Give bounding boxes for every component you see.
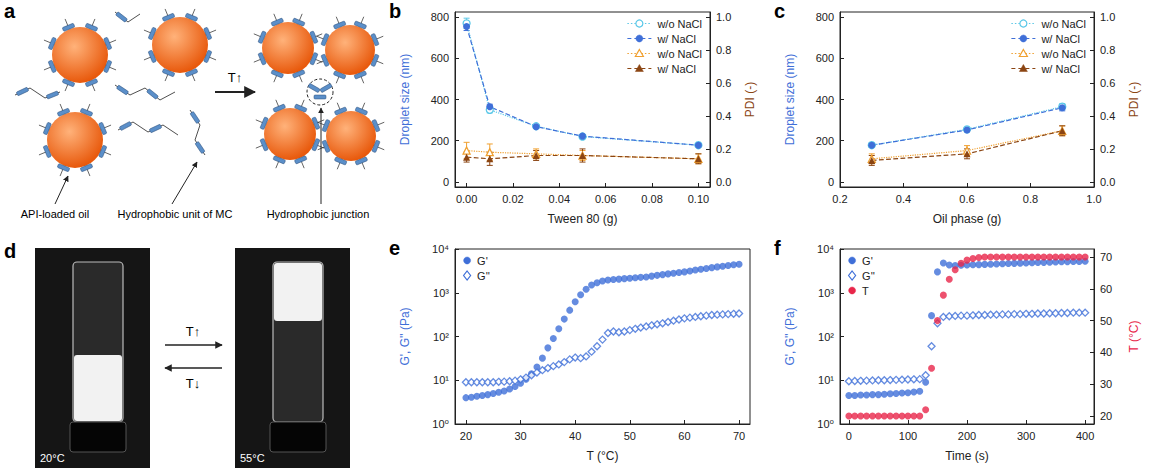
svg-text:55°C: 55°C (240, 452, 265, 464)
svg-text:0.6: 0.6 (716, 77, 731, 89)
svg-text:800: 800 (816, 11, 834, 23)
svg-text:70: 70 (1100, 251, 1112, 263)
svg-text:w/ NaCl: w/ NaCl (1040, 33, 1080, 45)
svg-text:0: 0 (443, 176, 449, 188)
svg-text:T (°C): T (°C) (587, 449, 619, 463)
svg-text:G', G'' (Pa): G', G'' (Pa) (783, 307, 797, 365)
svg-text:10⁰: 10⁰ (432, 418, 449, 430)
svg-text:w/o NaCl: w/o NaCl (1040, 18, 1086, 30)
svg-text:G'': G'' (862, 270, 875, 282)
svg-text:G'': G'' (477, 270, 490, 282)
svg-text:PDI (-): PDI (-) (743, 82, 757, 117)
svg-text:20°C: 20°C (40, 452, 65, 464)
svg-text:400: 400 (1076, 430, 1094, 442)
svg-text:0.2: 0.2 (716, 143, 731, 155)
svg-text:G': G' (477, 255, 488, 267)
svg-text:0.6: 0.6 (1100, 77, 1115, 89)
svg-text:0.4: 0.4 (896, 193, 911, 205)
svg-text:0.4: 0.4 (1100, 110, 1115, 122)
svg-text:Oil phase (g): Oil phase (g) (933, 212, 1002, 226)
svg-text:API-loaded oil: API-loaded oil (21, 208, 90, 220)
html-text:a: a (4, 0, 16, 22)
svg-text:T↓: T↓ (186, 376, 200, 391)
svg-text:Hydrophobic unit of MC: Hydrophobic unit of MC (118, 208, 233, 220)
svg-text:0.00: 0.00 (456, 193, 477, 205)
svg-text:10¹: 10¹ (433, 374, 449, 386)
svg-text:200: 200 (958, 430, 976, 442)
svg-text:PDI (-): PDI (-) (1127, 82, 1141, 117)
svg-text:20: 20 (1100, 410, 1112, 422)
svg-text:10⁴: 10⁴ (817, 243, 834, 255)
svg-text:Hydrophobic junction: Hydrophobic junction (267, 208, 370, 220)
svg-text:0: 0 (828, 176, 834, 188)
html-text:c: c (774, 0, 786, 22)
svg-text:1.0: 1.0 (716, 11, 731, 23)
svg-text:T (°C): T (°C) (1127, 321, 1141, 353)
html-text:e: e (389, 237, 401, 259)
svg-text:0: 0 (846, 430, 852, 442)
svg-text:600: 600 (431, 52, 449, 64)
svg-text:w/ NaCl: w/ NaCl (656, 33, 696, 45)
svg-text:10⁰: 10⁰ (817, 418, 834, 430)
svg-text:T: T (862, 285, 869, 297)
svg-text:30: 30 (1100, 378, 1112, 390)
svg-text:0.8: 0.8 (716, 44, 731, 56)
svg-text:0.4: 0.4 (716, 110, 731, 122)
svg-text:70: 70 (733, 430, 745, 442)
svg-text:10¹: 10¹ (818, 374, 834, 386)
svg-text:0.04: 0.04 (549, 193, 570, 205)
svg-text:T↑: T↑ (186, 324, 200, 339)
svg-text:Droplet size (nm): Droplet size (nm) (398, 54, 412, 145)
svg-text:0.8: 0.8 (1100, 44, 1115, 56)
svg-text:0.08: 0.08 (641, 193, 662, 205)
svg-text:G', G'' (Pa): G', G'' (Pa) (398, 307, 412, 365)
svg-text:10²: 10² (818, 331, 834, 343)
svg-text:40: 40 (569, 430, 581, 442)
svg-text:0.6: 0.6 (959, 193, 974, 205)
svg-text:T↑: T↑ (228, 70, 242, 85)
svg-text:w/o NaCl: w/o NaCl (656, 18, 702, 30)
html-text:d: d (4, 240, 17, 262)
svg-text:w/o NaCl: w/o NaCl (656, 48, 702, 60)
svg-text:600: 600 (816, 52, 834, 64)
svg-text:1.0: 1.0 (1086, 193, 1101, 205)
svg-text:40: 40 (1100, 346, 1112, 358)
svg-text:1.0: 1.0 (1100, 11, 1115, 23)
svg-text:0.0: 0.0 (716, 176, 731, 188)
html-text:b: b (389, 0, 402, 22)
svg-text:0.02: 0.02 (502, 193, 523, 205)
svg-text:0.2: 0.2 (832, 193, 847, 205)
svg-text:w/ NaCl: w/ NaCl (656, 63, 696, 75)
svg-text:50: 50 (624, 430, 636, 442)
svg-text:10⁴: 10⁴ (432, 243, 449, 255)
svg-text:w/o NaCl: w/o NaCl (1040, 48, 1086, 60)
svg-text:300: 300 (1017, 430, 1035, 442)
svg-text:10³: 10³ (818, 287, 834, 299)
svg-text:w/ NaCl: w/ NaCl (1040, 63, 1080, 75)
svg-text:400: 400 (431, 94, 449, 106)
svg-text:Tween 80 (g): Tween 80 (g) (547, 212, 617, 226)
svg-text:60: 60 (678, 430, 690, 442)
svg-text:100: 100 (899, 430, 917, 442)
svg-text:G': G' (862, 255, 873, 267)
svg-text:30: 30 (514, 430, 526, 442)
svg-text:Droplet size (nm): Droplet size (nm) (783, 54, 797, 145)
svg-text:0.10: 0.10 (688, 193, 709, 205)
svg-text:50: 50 (1100, 315, 1112, 327)
svg-text:10²: 10² (433, 331, 449, 343)
svg-text:60: 60 (1100, 283, 1112, 295)
svg-text:800: 800 (431, 11, 449, 23)
svg-text:10³: 10³ (433, 287, 449, 299)
svg-text:0.2: 0.2 (1100, 143, 1115, 155)
svg-text:20: 20 (460, 430, 472, 442)
svg-text:0.06: 0.06 (595, 193, 616, 205)
svg-text:200: 200 (816, 135, 834, 147)
svg-text:Time (s): Time (s) (945, 449, 989, 463)
svg-text:0.8: 0.8 (1023, 193, 1038, 205)
svg-text:0.0: 0.0 (1100, 176, 1115, 188)
svg-text:400: 400 (816, 94, 834, 106)
svg-text:200: 200 (431, 135, 449, 147)
html-text:f: f (774, 237, 781, 259)
